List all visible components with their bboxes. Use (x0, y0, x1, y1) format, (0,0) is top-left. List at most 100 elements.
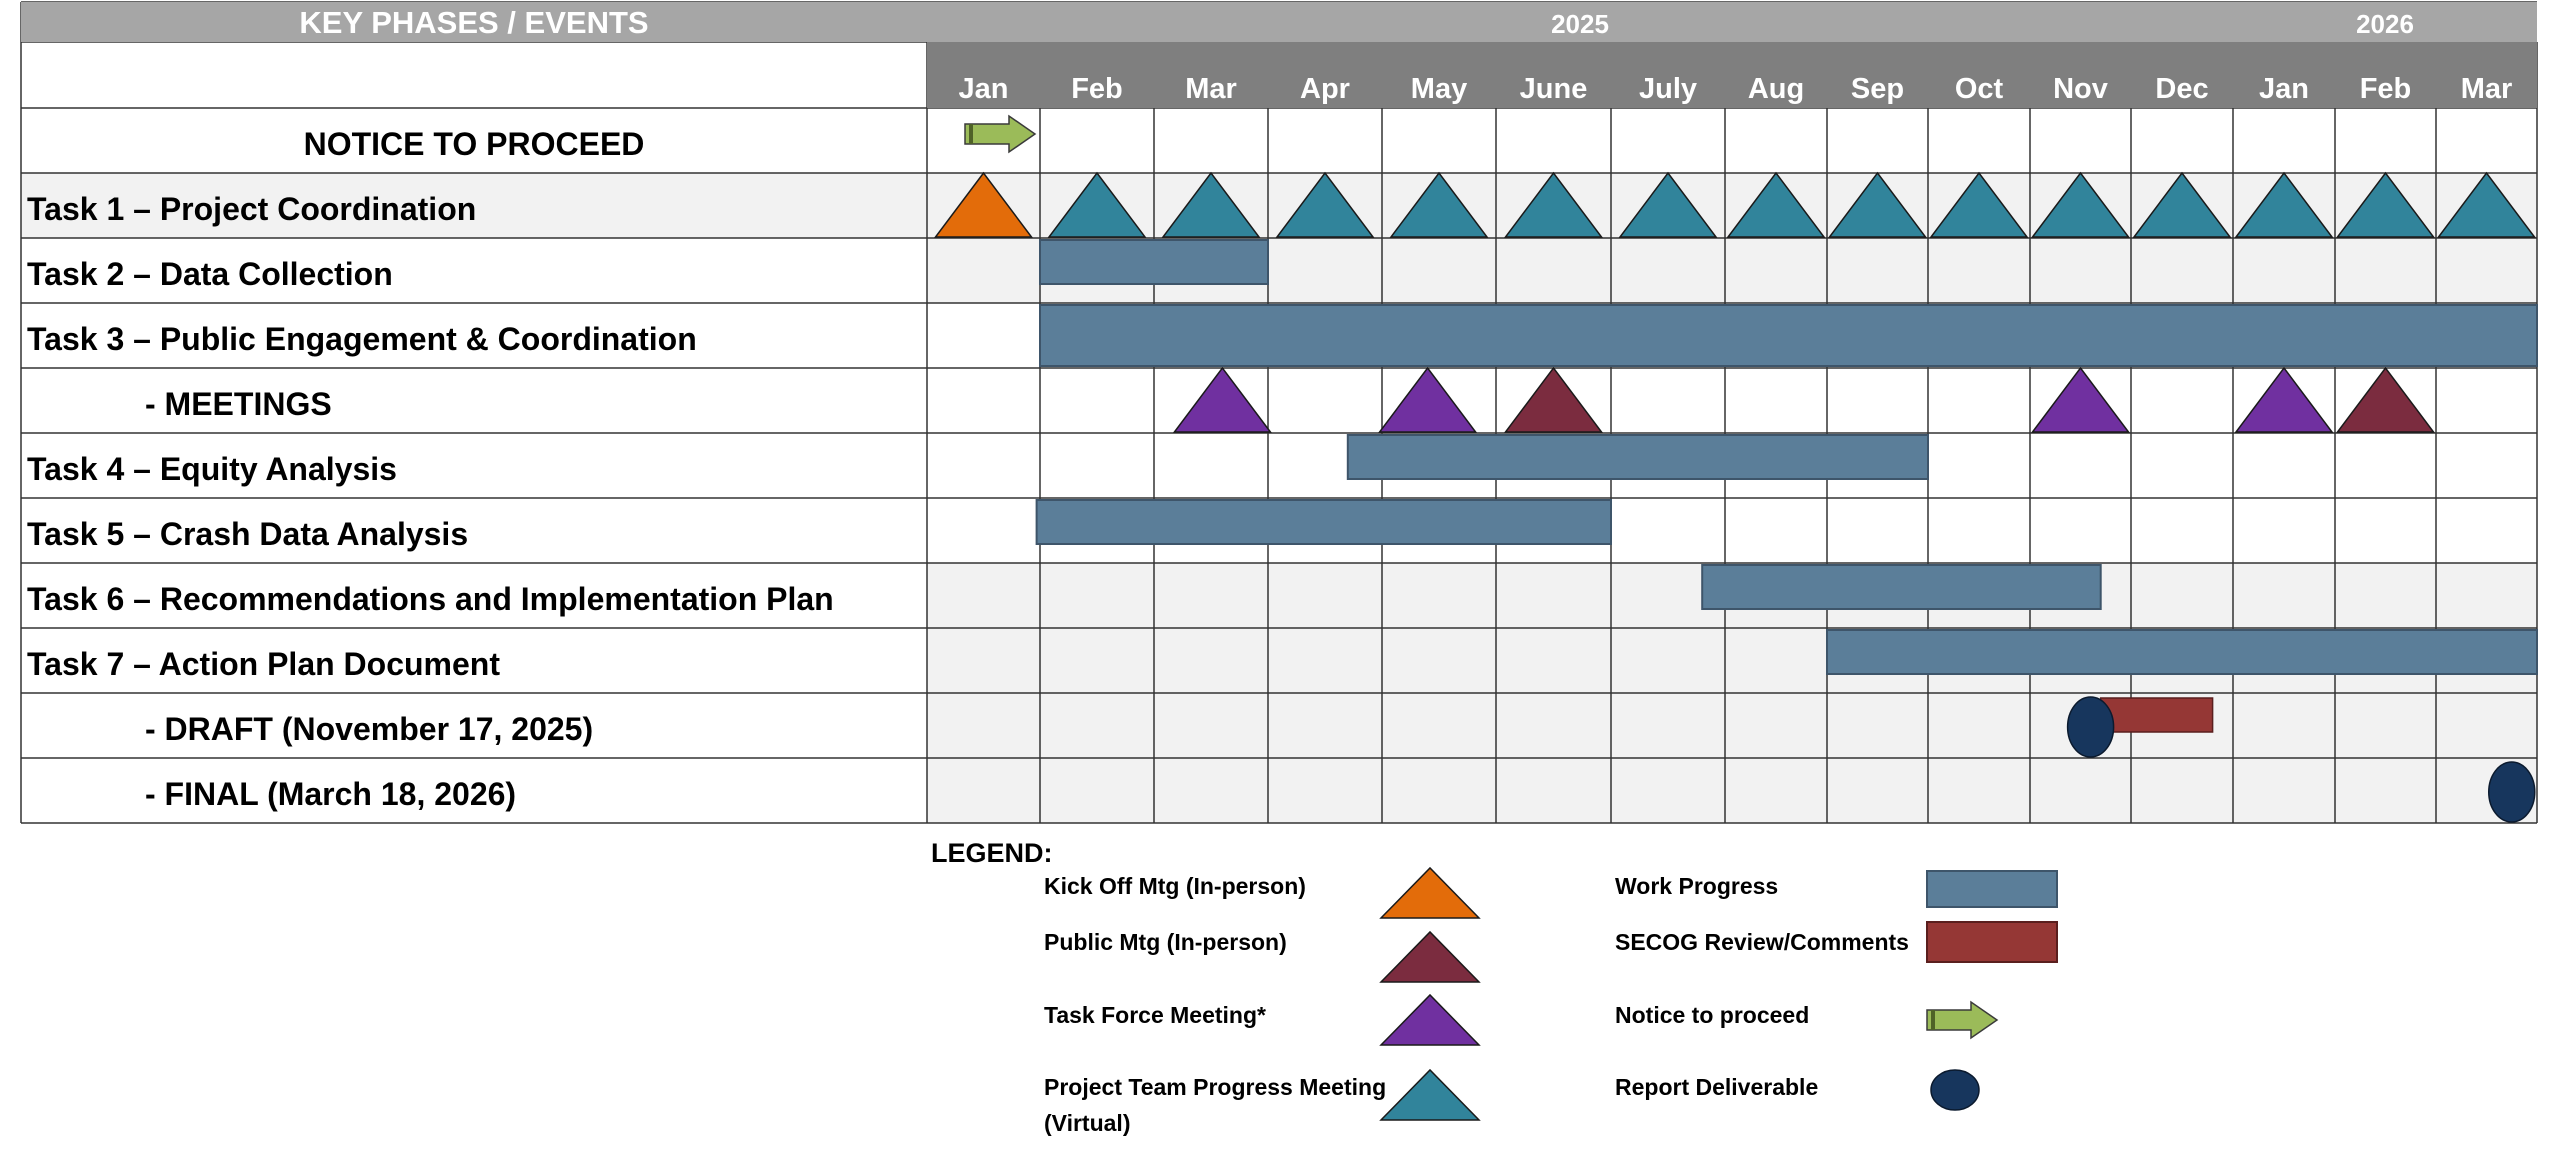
legend-label: Report Deliverable (1615, 1074, 1818, 1100)
legend-label: Work Progress (1615, 873, 1778, 899)
public-meeting-triangle (1504, 366, 1603, 433)
work-progress-bar (1039, 239, 1269, 285)
row-label: Task 4 – Equity Analysis (27, 451, 397, 487)
row-label: NOTICE TO PROCEED (304, 126, 645, 162)
legend-item-team: Project Team Progress Meeting (Virtual) (1044, 1068, 1481, 1136)
phases-header-cell (21, 2, 927, 42)
legend-team-triangle (1379, 1068, 1481, 1121)
legend-label: Notice to proceed (1615, 1002, 1809, 1028)
row-label: Task 7 – Action Plan Document (27, 646, 500, 682)
legend-item-deliverable: Report Deliverable (1615, 1069, 1980, 1111)
month-label: Feb (2360, 73, 2412, 105)
legend-label-line2: (Virtual) (1044, 1110, 1130, 1136)
year-2025-label: 2025 (1551, 9, 1609, 39)
kickoff-meeting-triangle (934, 171, 1033, 238)
team-meeting-triangle (2132, 171, 2232, 238)
month-label: Apr (1300, 73, 1350, 105)
legend-label: Public Mtg (In-person) (1044, 929, 1287, 955)
month-label: May (1411, 73, 1467, 105)
month-header-row: Jan Feb Mar Apr May June July Aug Sep Oct Nov Dec Ja… (927, 42, 2537, 108)
team-meeting-triangle (1275, 171, 1375, 238)
team-meeting-triangle (1047, 171, 1147, 238)
report-deliverable-marker (2488, 761, 2536, 823)
taskforce-meeting-triangle (1378, 366, 1478, 433)
month-label: June (1520, 73, 1588, 105)
taskforce-meeting-triangle (2234, 366, 2334, 433)
year-2026-cell (2233, 2, 2537, 42)
month-label: Jan (959, 73, 1009, 105)
legend-item-kickoff: Kick Off Mtg (In-person) (1044, 866, 1481, 919)
row-label: - MEETINGS (145, 386, 332, 422)
chart-header: KEY PHASES / EVENTS 2025 2026 (21, 2, 2537, 42)
legend: LEGEND: Kick Off Mtg (In-person) Public M… (931, 838, 2058, 1136)
year-2025-cell (927, 2, 2233, 42)
row-label: - DRAFT (November 17, 2025) (145, 711, 593, 747)
legend-item-work: Work Progress (1615, 870, 2058, 908)
legend-arrow-stripe (1931, 1010, 1935, 1030)
month-label: Nov (2053, 73, 2108, 105)
team-meeting-triangle (1618, 171, 1718, 238)
month-label: Feb (1071, 73, 1123, 105)
row-shade (927, 758, 2537, 823)
legend-item-arrow: Notice to proceed (1615, 1000, 1999, 1040)
team-meeting-triangle (1828, 171, 1927, 238)
month-label: Sep (1851, 73, 1904, 105)
work-progress-bar (1346, 434, 1930, 480)
row-label: Task 1 – Project Coordination (27, 191, 476, 227)
row-label: - FINAL (March 18, 2026) (145, 776, 516, 812)
month-label: Oct (1955, 73, 2004, 105)
team-meeting-triangle (1161, 171, 1261, 238)
row-shade (927, 693, 2537, 758)
team-meeting-triangle (1389, 171, 1489, 238)
row-label: Task 5 – Crash Data Analysis (27, 516, 468, 552)
legend-kickoff-triangle (1379, 866, 1481, 919)
month-label: Aug (1748, 73, 1804, 105)
legend-title: LEGEND: (931, 838, 1053, 868)
work-progress-bar (1035, 499, 1612, 545)
legend-review-swatch (1926, 921, 2058, 963)
work-progress-bar (1826, 629, 2538, 675)
legend-label: SECOG Review/Comments (1615, 929, 1909, 955)
work-progress-bar (1039, 304, 2538, 367)
month-label: Mar (1185, 73, 1237, 105)
legend-public-triangle (1379, 930, 1481, 983)
month-label: Dec (2155, 73, 2208, 105)
phases-header-label: KEY PHASES / EVENTS (299, 5, 648, 40)
public-meeting-triangle (2336, 366, 2435, 433)
row-label: Task 2 – Data Collection (27, 256, 393, 292)
team-meeting-triangle (1504, 171, 1603, 238)
team-meeting-triangle (2336, 171, 2435, 238)
legend-work-swatch (1926, 870, 2058, 908)
notice-arrow (964, 114, 1037, 154)
legend-label: Task Force Meeting* (1044, 1002, 1266, 1028)
review-bar (2099, 697, 2214, 733)
work-progress-bar (1701, 564, 2102, 610)
taskforce-meeting-triangle (1172, 366, 1272, 433)
team-meeting-triangle (1726, 171, 1826, 238)
schedule-marks (934, 114, 2538, 823)
month-label: Jan (2259, 73, 2309, 105)
legend-taskforce-triangle (1379, 993, 1481, 1046)
team-meeting-triangle (2031, 171, 2130, 238)
month-header-bg (927, 42, 2537, 108)
row-label: Task 6 – Recommendations and Implementat… (27, 581, 834, 617)
team-meeting-triangle (1929, 171, 2029, 238)
taskforce-meeting-triangle (2031, 366, 2130, 433)
legend-label: Kick Off Mtg (In-person) (1044, 873, 1306, 899)
team-meeting-triangle (2437, 171, 2536, 238)
notice-arrow-stripe (969, 124, 973, 144)
legend-deliverable-marker (1930, 1069, 1980, 1111)
team-meeting-triangle (2234, 171, 2334, 238)
legend-label: Project Team Progress Meeting (1044, 1074, 1386, 1100)
legend-item-public: Public Mtg (In-person) (1044, 929, 1481, 983)
legend-arrow (1926, 1000, 1999, 1040)
report-deliverable-marker (2066, 696, 2115, 758)
row-label: Task 3 – Public Engagement & Coordinatio… (27, 321, 697, 357)
month-label: Mar (2461, 73, 2513, 105)
month-label: July (1639, 73, 1697, 105)
year-2026-label: 2026 (2356, 9, 2414, 39)
legend-item-taskforce: Task Force Meeting* (1044, 993, 1481, 1046)
legend-item-review: SECOG Review/Comments (1615, 921, 2058, 963)
task-labels: NOTICE TO PROCEED Task 1 – Project Coordi… (27, 126, 834, 812)
